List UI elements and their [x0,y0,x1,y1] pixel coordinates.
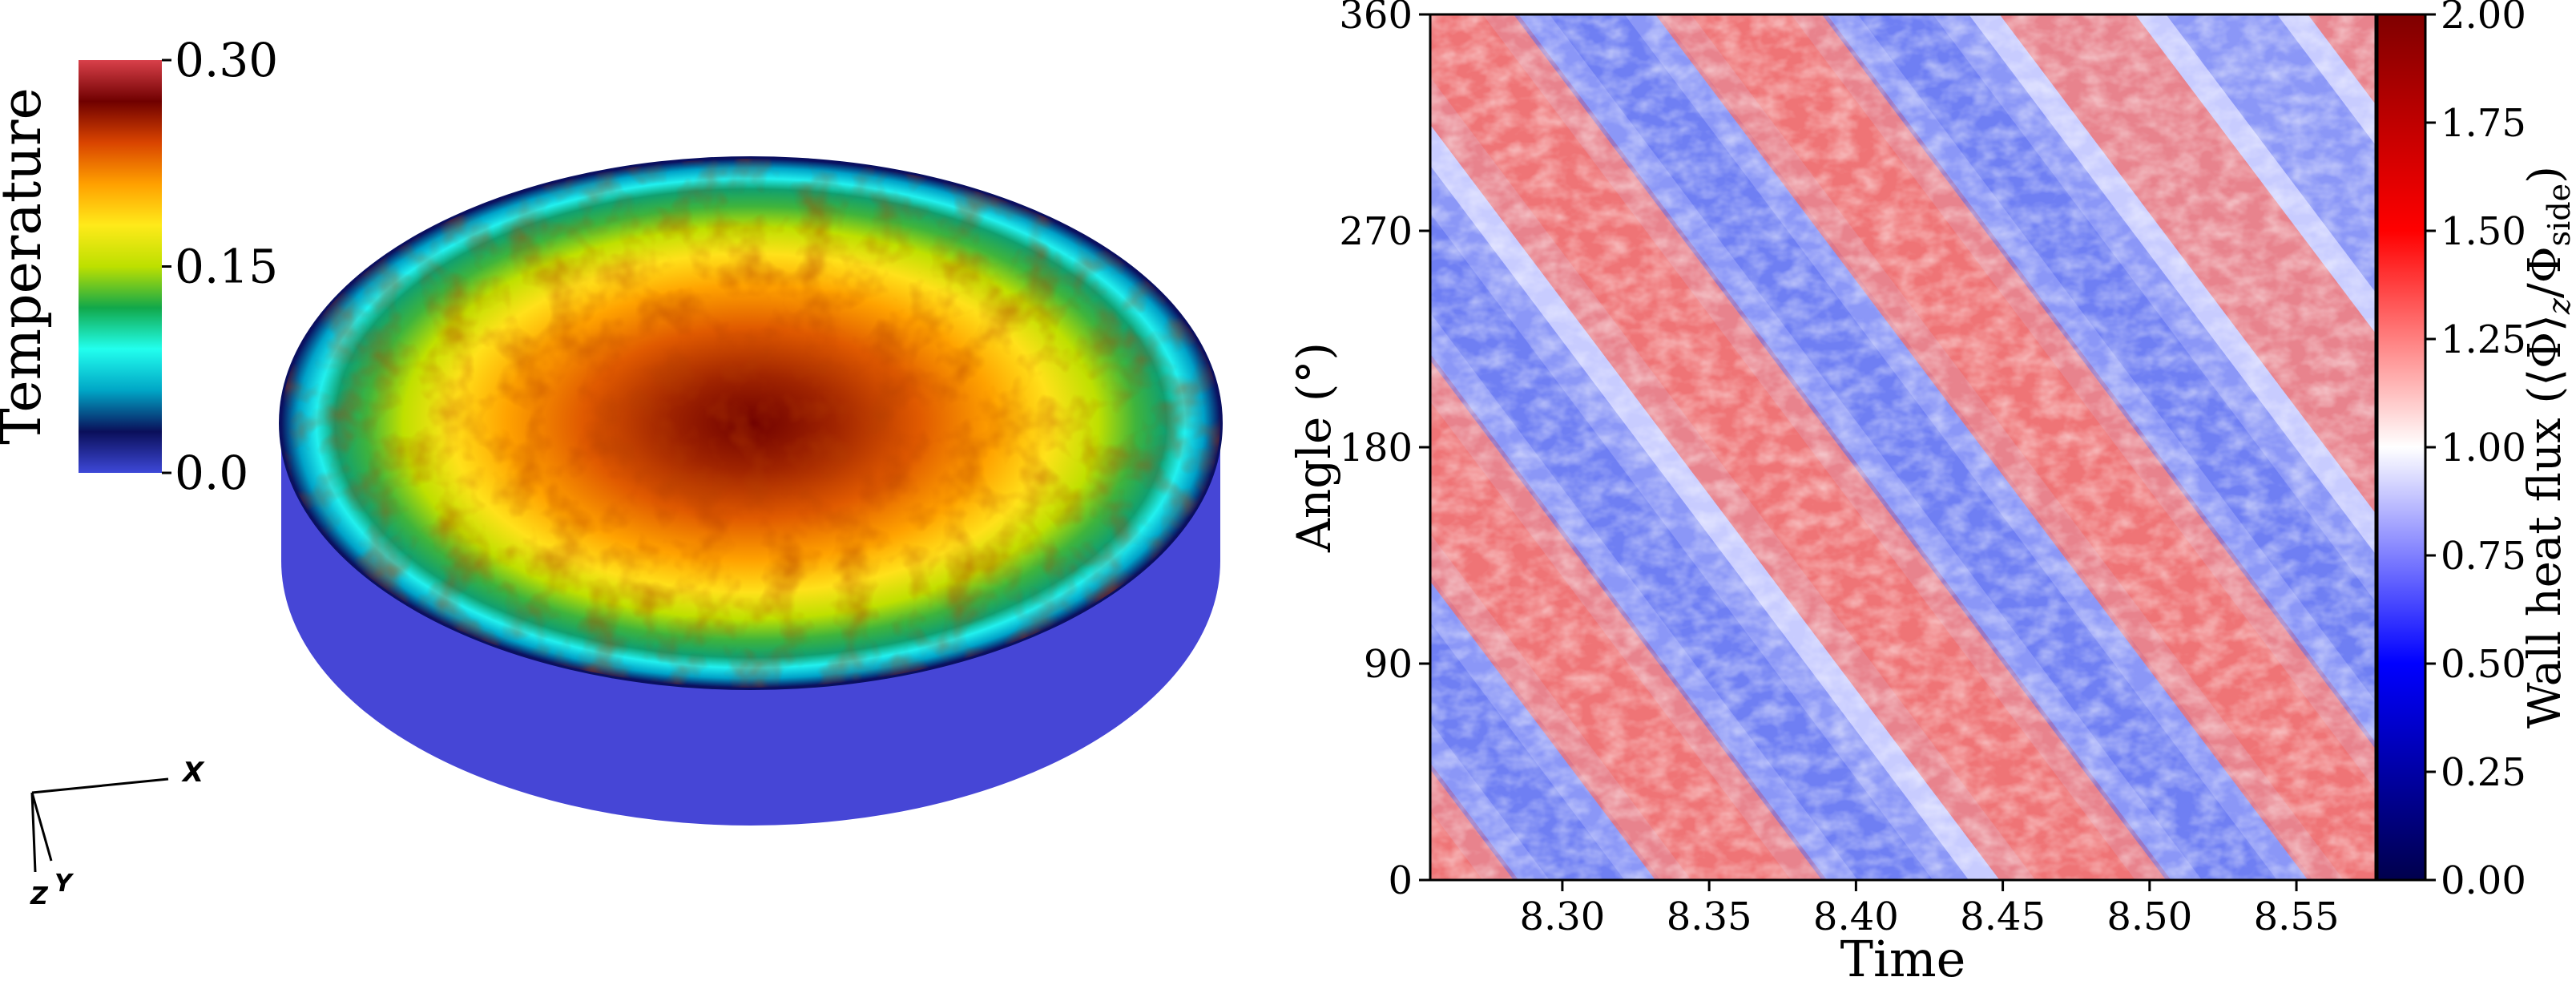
temperature-tick-label: 0.0 [175,446,248,500]
flux-label-sub-z: z [2542,297,2576,315]
x-tick-label: 8.30 [1519,894,1605,939]
flux-label-sub-side: side [2542,184,2576,246]
flux-colorbar-bar [2376,13,2427,882]
y-tick-label: 270 [1339,209,1413,254]
x-tick-label: 8.50 [2106,894,2192,939]
heat-flux-heatmap [1430,14,2376,880]
flux-tick-label: 1.00 [2441,426,2526,470]
flux-label-open: (⟨Φ⟩ [2519,314,2571,403]
flux-colorbar: 0.00 0.25 0.50 0.75 1.00 1.25 1.50 1.75 2.00 Wal… [2376,0,2576,903]
y-tick-label: 0 [1388,858,1413,903]
flux-tick-label: 1.50 [2441,209,2526,254]
flux-tick-label: 1.25 [2441,317,2526,362]
flux-label-main: Wall heat flux [2519,418,2571,729]
triad-y-label: Y [54,870,75,898]
flux-label-close: ) [2519,166,2571,184]
flux-tick-label: 0.75 [2441,534,2526,579]
flux-colorbar-ticks: 0.00 0.25 0.50 0.75 1.00 1.25 1.50 1.75 2.00 [2425,0,2526,903]
temperature-colorbar-ticks: 0.30 0.15 0.0 [162,33,278,500]
y-axis-ticks: 0 90 180 270 360 [1339,0,1430,903]
temperature-colorbar: 0.30 0.15 0.0 Temperature [0,33,278,500]
triad-x-axis [31,777,169,794]
x-tick-label: 8.35 [1667,894,1752,939]
x-tick-label: 8.45 [1960,894,2046,939]
flux-colorbar-label: Wall heat flux (⟨Φ⟩z/Φside) [2519,166,2576,729]
flux-tick-label: 1.75 [2441,101,2526,146]
y-tick-label: 180 [1339,426,1413,470]
flux-label-slash: /Φ [2519,246,2571,298]
triad-y-axis [30,792,53,862]
triad-z-axis [30,792,37,873]
x-tick-label: 8.55 [2254,894,2340,939]
y-axis-label: Angle (°) [1287,342,1341,553]
triad-x-label: X [181,757,205,789]
flux-tick-label: 0.25 [2441,750,2526,795]
flux-tick-label: 2.00 [2441,0,2526,38]
temperature-tick-label: 0.15 [175,240,278,294]
temperature-colorbar-bar [79,60,162,473]
y-tick-label: 90 [1364,642,1413,687]
flux-tick-label: 0.00 [2441,858,2526,903]
temperature-tick-label: 0.30 [175,33,278,87]
heatmap-texture [1430,14,2376,880]
triad-z-label: Z [30,882,49,910]
y-tick-label: 360 [1339,0,1413,38]
axis-triad [30,777,169,873]
flux-tick-label: 0.50 [2441,642,2526,687]
x-tick-label: 8.40 [1813,894,1899,939]
x-axis-label: Time [1840,930,1966,981]
x-axis-ticks: 8.30 8.35 8.40 8.45 8.50 8.55 [1519,880,2339,939]
temperature-plumes [281,159,1220,688]
cylinder-render [279,156,1223,826]
temperature-colorbar-label: Temperature [0,87,54,445]
